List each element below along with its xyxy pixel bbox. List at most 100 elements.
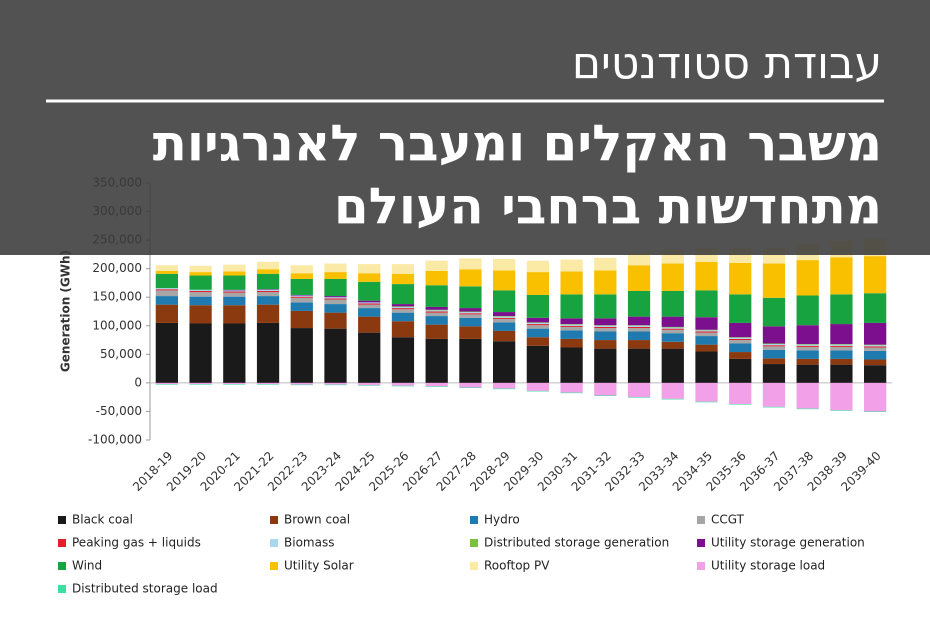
bar-segment <box>864 365 887 383</box>
legend-swatch <box>697 516 705 524</box>
y-tick-label: 0 <box>134 375 142 389</box>
bar-segment <box>391 306 415 307</box>
bar-segment <box>526 272 549 295</box>
bar-segment <box>223 296 246 306</box>
bar-segment <box>391 273 415 285</box>
bar-segment <box>459 326 482 339</box>
bar-segment <box>189 323 212 383</box>
y-tick-label: 150,000 <box>92 290 142 304</box>
bar-segment <box>459 382 482 388</box>
bar-segment <box>594 325 617 327</box>
bar-segment <box>729 337 752 338</box>
bar-segment <box>358 382 381 386</box>
bar-segment <box>526 345 549 383</box>
bar-segment <box>526 317 549 323</box>
bar-segment <box>391 304 415 307</box>
bar-segment <box>155 296 178 305</box>
bar-segment <box>627 325 651 327</box>
bar-segment <box>223 384 246 385</box>
bar-segment <box>695 290 718 318</box>
bar-segment <box>256 273 280 290</box>
legend-label: Distributed storage generation <box>484 536 669 550</box>
bar-segment <box>459 286 482 309</box>
bar-segment <box>223 264 246 272</box>
bar-segment <box>526 322 549 323</box>
legend-swatch <box>697 539 705 547</box>
bar-segment <box>695 336 718 345</box>
bar-segment <box>324 272 347 279</box>
bar-segment <box>864 256 887 294</box>
bar-segment <box>425 316 448 325</box>
bar-segment <box>425 270 448 286</box>
bar-segment <box>155 304 178 323</box>
bar-segment <box>864 322 887 345</box>
bar-segment <box>290 295 313 297</box>
bar-segment <box>358 281 381 301</box>
bar-segment <box>830 344 853 346</box>
bar-segment <box>493 290 516 313</box>
bar-segment <box>155 265 178 271</box>
legend-swatch <box>270 516 278 524</box>
legend-label: Utility storage load <box>711 559 825 573</box>
bar-segment <box>762 346 786 350</box>
bar-segment <box>661 348 684 383</box>
bar-segment <box>155 290 178 297</box>
bar-segment <box>796 364 819 383</box>
bar-segment <box>729 338 752 341</box>
bar-segment <box>391 306 415 309</box>
bar-segment <box>425 309 448 311</box>
bar-segment <box>189 265 212 273</box>
bar-segment <box>391 264 415 274</box>
bar-segment <box>695 317 718 330</box>
bar-segment <box>729 337 752 339</box>
bar-segment <box>661 341 684 349</box>
legend-swatch <box>58 516 66 524</box>
bar-segment <box>189 289 212 291</box>
bar-segment <box>796 345 819 347</box>
bar-segment <box>290 273 313 279</box>
bar-segment <box>695 330 718 332</box>
bar-segment <box>223 323 246 383</box>
bar-segment <box>459 258 482 270</box>
bar-segment <box>796 358 819 365</box>
legend-swatch <box>470 516 478 524</box>
bar-segment <box>155 384 178 385</box>
bar-segment <box>223 291 246 293</box>
bar-segment <box>729 262 752 295</box>
bar-segment <box>695 382 718 402</box>
bar-segment <box>661 329 684 334</box>
bar-segment <box>695 401 718 403</box>
bar-segment <box>391 385 415 387</box>
legend-label: Utility storage generation <box>711 536 865 550</box>
bar-segment <box>493 317 516 319</box>
bar-segment <box>425 324 448 339</box>
bar-segment <box>324 299 347 305</box>
bar-segment <box>594 257 617 271</box>
bar-segment <box>796 344 819 345</box>
bar-segment <box>256 289 280 291</box>
bar-segment <box>324 263 347 273</box>
bar-segment <box>762 349 786 359</box>
bar-segment <box>560 271 583 295</box>
bar-segment <box>493 316 516 318</box>
bar-segment <box>391 321 415 338</box>
bar-segment <box>256 304 280 323</box>
bar-segment <box>560 294 583 319</box>
bar-segment <box>695 351 718 383</box>
bar-segment <box>762 382 786 407</box>
bar-segment <box>830 358 853 365</box>
bar-segment <box>189 305 212 324</box>
bar-segment <box>425 285 448 307</box>
bar-segment <box>526 260 549 273</box>
bar-segment <box>358 332 381 383</box>
bar-segment <box>594 348 617 383</box>
bar-segment <box>493 316 516 317</box>
bar-segment <box>526 294 549 318</box>
bar-segment <box>290 302 313 311</box>
bar-segment <box>627 252 651 266</box>
bar-segment <box>256 292 280 297</box>
bar-segment <box>391 312 415 322</box>
bar-segment <box>560 347 583 383</box>
bar-segment <box>762 343 786 345</box>
bar-segment <box>796 350 819 359</box>
